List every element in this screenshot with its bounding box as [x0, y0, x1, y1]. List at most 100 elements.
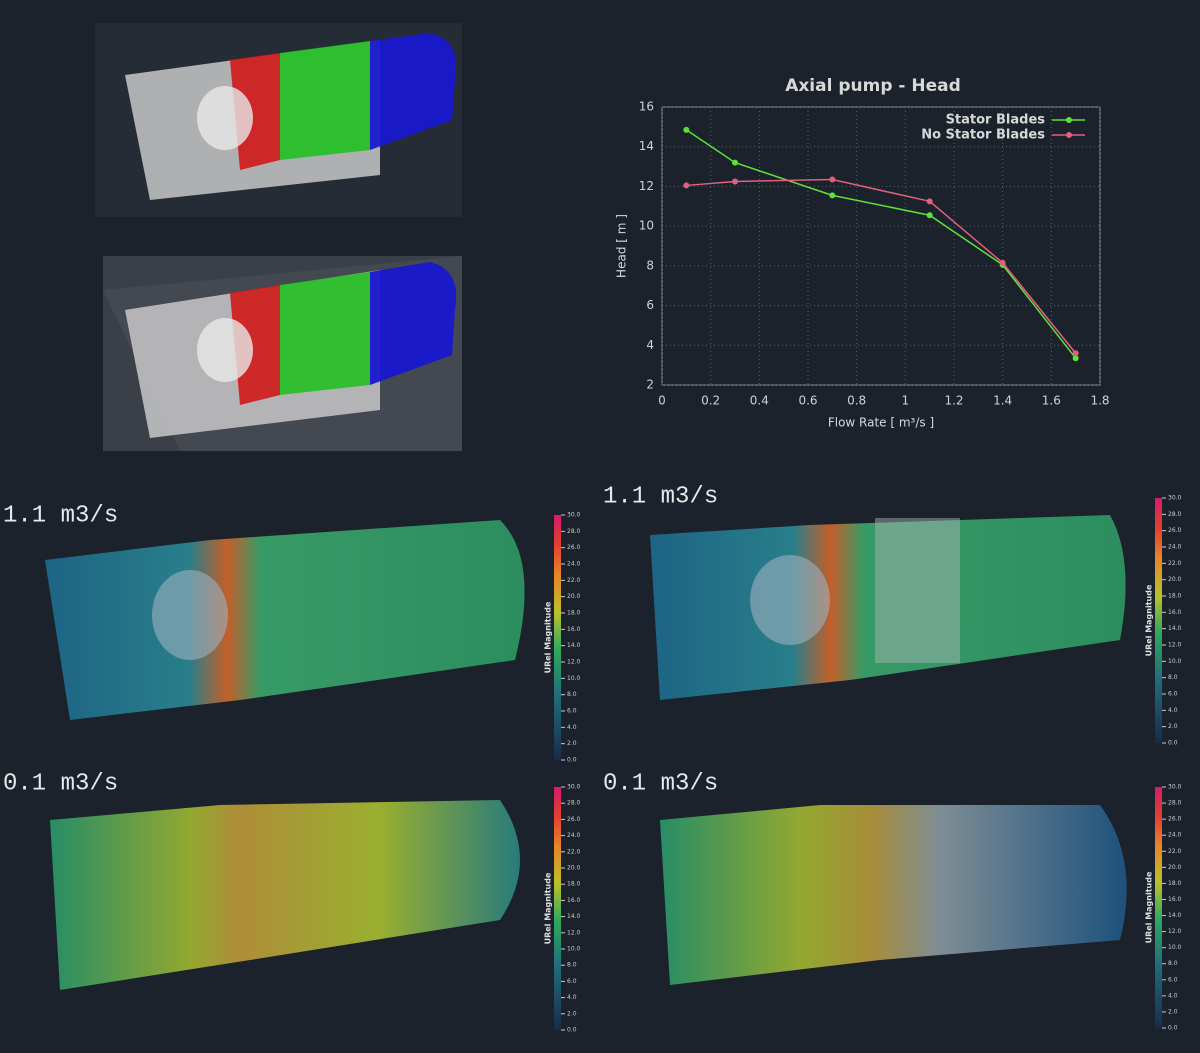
colorbar-tick-label: 16.0 — [1168, 896, 1182, 903]
colorbar-tick-label: 0.0 — [567, 757, 577, 764]
x-tick-label: 1.6 — [1042, 394, 1061, 408]
colorbar-tick-label: 28.0 — [1168, 511, 1182, 518]
colorbar-tick-label: 8.0 — [1168, 674, 1178, 681]
data-point — [829, 192, 836, 199]
panel-label: 1.1 m3/s — [603, 483, 718, 510]
colorbar-tick-label: 18.0 — [1168, 593, 1182, 600]
colorbar-tick-label: 26.0 — [1168, 527, 1182, 534]
colorbar-tick-label: 6.0 — [567, 978, 577, 985]
colorbar-tick-label: 0.0 — [1168, 1025, 1178, 1032]
render-stator — [103, 256, 462, 451]
colorbar-tick-label: 16.0 — [1168, 609, 1182, 616]
colorbar-title: URel Magnitude — [544, 601, 553, 673]
x-tick-label: 1.2 — [944, 394, 963, 408]
colorbar — [554, 787, 561, 1030]
colorbar-tick-label: 2.0 — [567, 740, 577, 747]
x-tick-label: 0 — [658, 394, 666, 408]
colorbar-tick-label: 20.0 — [1168, 576, 1182, 583]
colorbar-tick-label: 14.0 — [567, 642, 581, 649]
colorbar-tick-label: 10.0 — [567, 946, 581, 953]
colorbar-tick-label: 6.0 — [1168, 976, 1178, 983]
colorbar-tick-label: 20.0 — [1168, 864, 1182, 871]
colorbar-tick-label: 12.0 — [567, 929, 581, 936]
colorbar — [1155, 787, 1162, 1028]
panel-label: 0.1 m3/s — [3, 770, 118, 797]
colorbar-tick-label: 10.0 — [1168, 658, 1182, 665]
data-point — [999, 259, 1006, 266]
data-point — [1072, 350, 1079, 357]
colorbar-tick-label: 26.0 — [567, 816, 581, 823]
colorbar-tick-label: 12.0 — [1168, 642, 1182, 649]
colorbar-tick-label: 28.0 — [1168, 800, 1182, 807]
colorbar-tick-label: 20.0 — [567, 593, 581, 600]
render-flow — [45, 515, 1127, 990]
colorbar-tick-label: 14.0 — [1168, 912, 1182, 919]
colorbar-tick-label: 24.0 — [1168, 832, 1182, 839]
data-point — [926, 198, 933, 205]
x-tick-label: 1.4 — [993, 394, 1012, 408]
colorbar-tick-label: 14.0 — [1168, 625, 1182, 632]
legend-label: Stator Blades — [946, 113, 1046, 128]
legend-label: No Stator Blades — [921, 128, 1045, 143]
colorbar-tick-label: 4.0 — [567, 994, 577, 1001]
colorbar-tick-label: 22.0 — [567, 577, 581, 584]
y-tick-label: 2 — [646, 378, 654, 392]
data-point — [683, 182, 690, 189]
chart-title: Axial pump - Head — [785, 76, 961, 96]
colorbar-tick-label: 26.0 — [1168, 816, 1182, 823]
colorbar-tick-label: 12.0 — [567, 659, 581, 666]
series-line — [685, 129, 1077, 359]
colorbar — [1155, 498, 1162, 743]
data-point — [732, 159, 738, 166]
colorbar-title: URel Magnitude — [1145, 871, 1154, 943]
colorbar-tick-label: 2.0 — [1168, 723, 1178, 730]
x-axis-label: Flow Rate [ m³/s ] — [828, 416, 934, 430]
panel-label: 0.1 m3/s — [603, 770, 718, 797]
colorbar — [554, 515, 561, 760]
x-tick-label: 0.2 — [701, 394, 720, 408]
colorbar-tick-label: 8.0 — [567, 962, 577, 969]
colorbar-tick-label: 16.0 — [567, 626, 581, 633]
colorbar-tick-label: 30.0 — [567, 512, 581, 519]
x-tick-label: 0.6 — [798, 394, 817, 408]
colorbar-tick-label: 18.0 — [567, 881, 581, 888]
colorbar-tick-label: 16.0 — [567, 897, 581, 904]
colorbar-tick-label: 10.0 — [1168, 944, 1182, 951]
data-point — [829, 176, 836, 183]
colorbar-tick-label: 4.0 — [1168, 707, 1178, 714]
y-tick-label: 12 — [639, 179, 654, 193]
colorbar-tick-label: 8.0 — [1168, 960, 1178, 967]
series-line — [686, 178, 1077, 354]
colorbar-tick-label: 24.0 — [1168, 544, 1182, 551]
colorbar-tick-label: 12.0 — [1168, 928, 1182, 935]
x-tick-label: 1 — [902, 394, 910, 408]
colorbar-tick-label: 28.0 — [567, 528, 581, 535]
legend-marker — [1066, 132, 1072, 138]
x-tick-label: 0.8 — [847, 394, 866, 408]
colorbar-tick-label: 20.0 — [567, 865, 581, 872]
colorbar-tick-label: 22.0 — [1168, 848, 1182, 855]
colorbar-tick-label: 6.0 — [567, 708, 577, 715]
colorbar-tick-label: 4.0 — [1168, 992, 1178, 999]
data-point — [926, 212, 933, 219]
y-tick-label: 16 — [639, 100, 654, 114]
colorbar-tick-label: 30.0 — [1168, 784, 1182, 791]
panel-label: 1.1 m3/s — [3, 502, 118, 529]
colorbar-tick-label: 8.0 — [567, 691, 577, 698]
colorbar-tick-label: 14.0 — [567, 913, 581, 920]
colorbar-tick-label: 2.0 — [1168, 1008, 1178, 1015]
colorbar-tick-label: 22.0 — [1168, 560, 1182, 567]
colorbar-tick-label: 2.0 — [567, 1010, 577, 1017]
colorbar-tick-label: 24.0 — [567, 832, 581, 839]
colorbar-tick-label: 6.0 — [1168, 691, 1178, 698]
colorbar-tick-label: 18.0 — [567, 610, 581, 617]
render-rotor — [95, 23, 462, 217]
y-axis-label: Head [ m ] — [615, 214, 629, 278]
x-tick-label: 0.4 — [750, 394, 769, 408]
y-tick-label: 14 — [639, 139, 654, 153]
colorbar-tick-label: 4.0 — [567, 724, 577, 731]
colorbar-title: URel Magnitude — [1145, 584, 1154, 656]
data-point — [732, 178, 738, 185]
